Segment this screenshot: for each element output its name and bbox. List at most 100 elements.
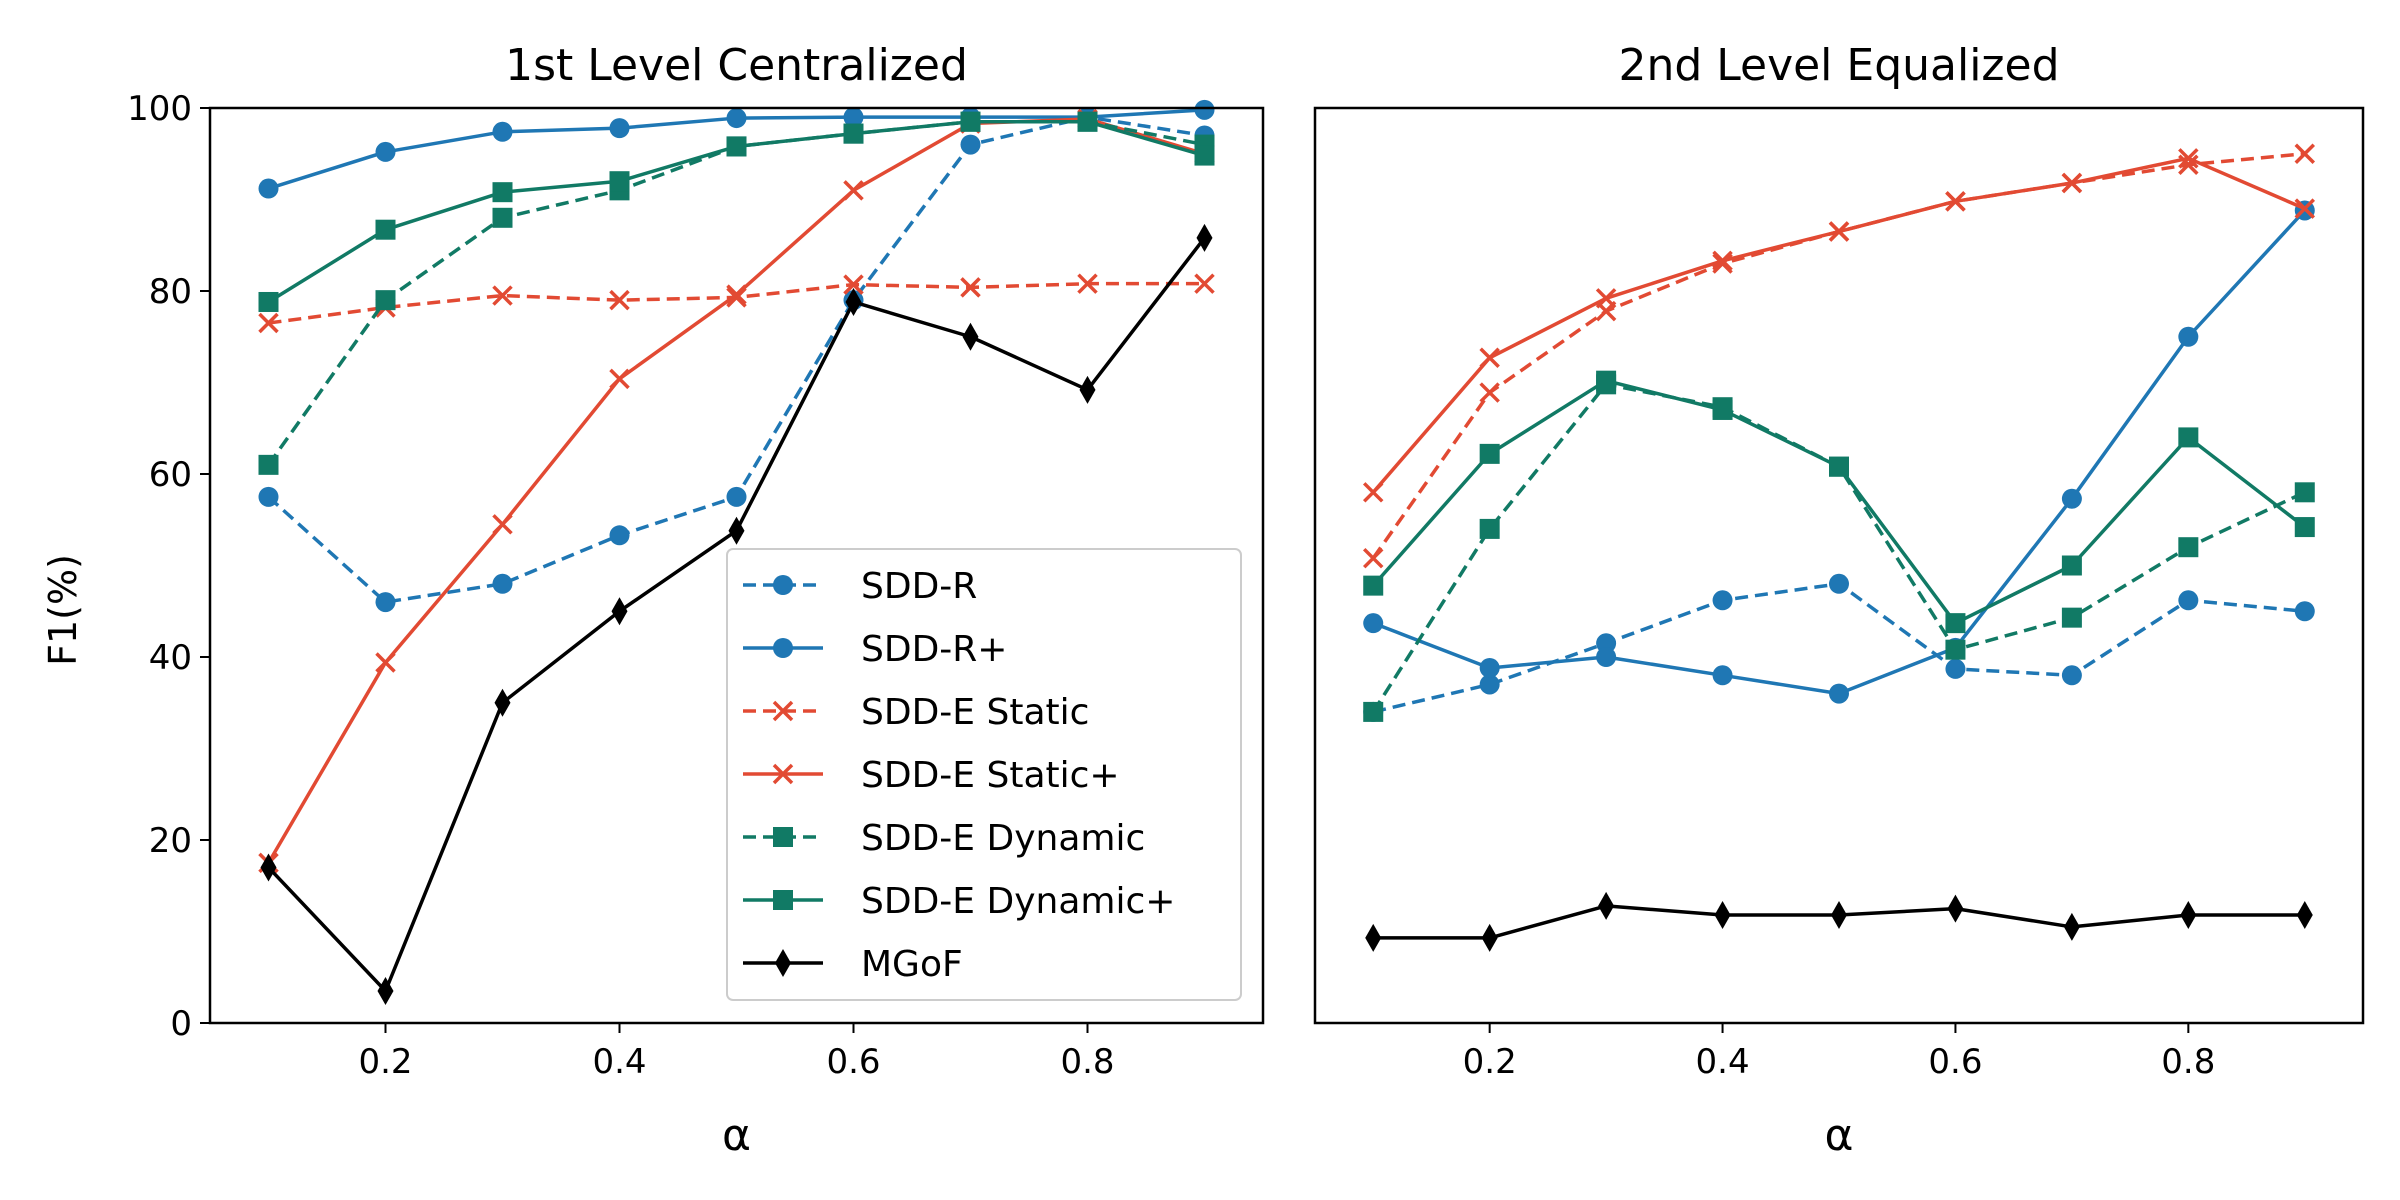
data-point <box>2296 901 2313 930</box>
plot-frame <box>208 106 1265 1025</box>
data-point <box>843 274 864 295</box>
data-point <box>1714 901 1731 930</box>
y-axis-label: F1(%) <box>41 554 85 666</box>
x-tick-label: 0.8 <box>2161 1042 2215 1082</box>
data-point <box>609 289 630 311</box>
panel-2: 2nd Level Equalized 0.2 0.4 0.6 0.8 α <box>1313 40 2365 1161</box>
data-point <box>260 853 277 882</box>
legend-item-sdd-r-plus: SDD-R+ <box>743 629 1007 670</box>
data-point <box>2294 143 2316 164</box>
data-point <box>375 652 396 673</box>
data-point <box>1596 647 1617 667</box>
data-point <box>609 118 630 139</box>
data-point <box>1365 923 1382 952</box>
data-point <box>1363 701 1384 722</box>
legend-label: SDD-R+ <box>861 629 1007 670</box>
data-point <box>2061 555 2082 576</box>
panel-title: 1st Level Centralized <box>505 40 968 91</box>
data-point <box>1945 639 1966 660</box>
data-point <box>1363 575 1384 596</box>
data-point <box>2178 148 2199 169</box>
data-point <box>1362 547 1384 569</box>
data-point <box>1945 658 1966 679</box>
data-point <box>2061 488 2082 509</box>
data-point <box>492 121 513 142</box>
data-point <box>1077 273 1098 294</box>
legend-label: SDD-E Dynamic <box>861 818 1145 859</box>
data-point <box>258 454 279 475</box>
data-point <box>2294 601 2315 622</box>
legend-label: SDD-R <box>861 566 977 607</box>
legend-label: SDD-E Dynamic+ <box>861 881 1175 922</box>
data-point <box>2294 482 2315 503</box>
data-point <box>258 178 279 199</box>
plot-frame <box>1313 106 2365 1025</box>
data-point <box>1479 382 1500 403</box>
legend-label: SDD-E Static <box>861 692 1089 733</box>
legend-label: MGoF <box>861 944 963 985</box>
data-point <box>258 312 279 334</box>
data-point <box>258 486 279 507</box>
series-mgof <box>1365 891 2313 952</box>
legend-marker <box>773 638 793 658</box>
data-point <box>2061 665 2082 686</box>
legend-item-sdd-e-static-plus: SDD-E Static+ <box>743 755 1120 796</box>
x-axis-label: α <box>1824 1110 1853 1161</box>
legend-marker <box>772 763 794 785</box>
y-tick-label: 20 <box>149 821 192 861</box>
data-point <box>1712 665 1733 686</box>
data-point <box>1194 145 1215 166</box>
legend-marker <box>773 575 793 595</box>
data-point <box>962 322 979 351</box>
series-sdd-e-static-plus <box>1362 148 2316 503</box>
data-point <box>2294 198 2316 219</box>
data-point <box>609 171 630 192</box>
data-point <box>960 277 981 298</box>
y-tick-label: 80 <box>149 272 192 312</box>
data-point <box>1194 99 1215 120</box>
legend-item-sdd-e-dynamic: SDD-E Dynamic <box>743 818 1145 859</box>
x-tick-label: 0.2 <box>1463 1042 1517 1082</box>
legend: SDD-R SDD-R+ SDD-E Static SDD-E Static+ SDD-… <box>726 548 1242 1001</box>
data-point <box>726 108 747 129</box>
data-point <box>843 180 864 201</box>
data-point <box>1712 590 1733 611</box>
legend-frame <box>726 548 1242 1001</box>
data-point <box>960 111 981 132</box>
data-point <box>1196 223 1213 252</box>
data-point <box>2180 901 2197 930</box>
data-point <box>843 123 864 144</box>
panels: 1st Level Centralized 0.2 0.4 0.6 0.8 α 0 20 40 6… <box>127 40 2365 1161</box>
data-point <box>1079 375 1096 404</box>
data-point <box>375 141 396 162</box>
data-point <box>2061 172 2083 194</box>
data-point <box>728 516 745 545</box>
legend-marker <box>773 827 793 847</box>
data-point <box>1712 250 1733 272</box>
data-point <box>492 573 513 594</box>
data-point <box>2178 590 2199 611</box>
data-point <box>2178 427 2199 448</box>
x-tick-label: 0.4 <box>592 1042 646 1082</box>
data-point <box>2178 537 2199 558</box>
data-point <box>1598 891 1615 920</box>
data-point <box>2061 607 2082 628</box>
data-point <box>1479 674 1500 695</box>
x-axis-label: α <box>722 1110 751 1161</box>
series-sdd-e-dynamic-plus <box>1363 370 2315 634</box>
data-point <box>492 514 513 535</box>
data-point <box>1829 683 1849 704</box>
y-tick-label: 0 <box>170 1004 192 1044</box>
legend-label: SDD-E Static+ <box>861 755 1120 796</box>
data-point <box>2294 517 2315 538</box>
data-point <box>1945 191 1966 212</box>
x-tick-label: 0.4 <box>1696 1042 1750 1082</box>
data-point <box>1479 347 1500 369</box>
y-tick-label: 40 <box>149 638 192 678</box>
data-point <box>375 592 396 613</box>
data-point <box>1481 923 1498 952</box>
series-mgof <box>260 223 1213 1005</box>
data-point <box>1828 221 1850 242</box>
data-point <box>1947 894 1964 923</box>
